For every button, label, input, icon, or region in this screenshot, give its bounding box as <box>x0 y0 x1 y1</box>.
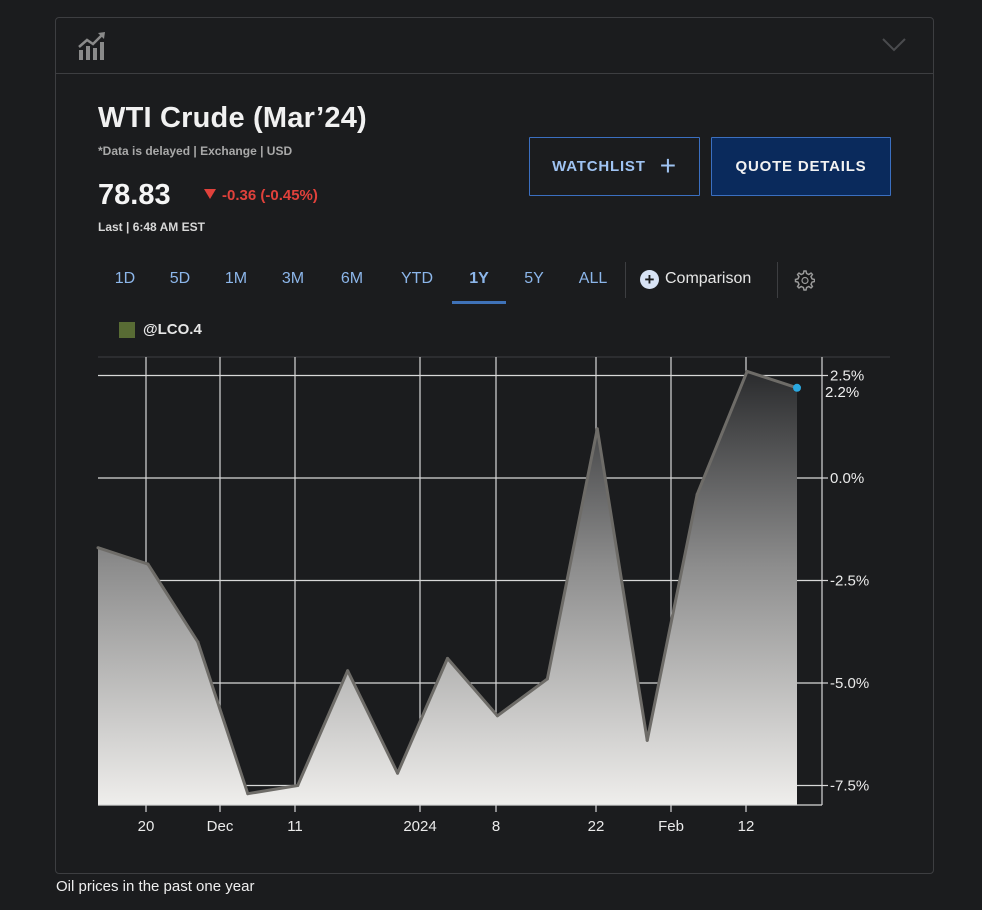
quote-details-button-label: QUOTE DETAILS <box>735 158 867 175</box>
chevron-down-icon[interactable] <box>882 38 906 52</box>
tab-1d[interactable]: 1D <box>114 270 136 287</box>
comparison-label: Comparison <box>665 270 752 287</box>
chart-legend: @LCO.4 <box>119 321 202 338</box>
tab-all[interactable]: ALL <box>578 270 608 287</box>
legend-swatch <box>119 321 135 338</box>
watchlist-button-label: WATCHLIST <box>552 158 646 175</box>
legend-label: @LCO.4 <box>143 321 202 338</box>
watchlist-button[interactable]: WATCHLIST + <box>529 137 700 196</box>
tab-ytd[interactable]: YTD <box>401 270 433 287</box>
instrument-title: WTI Crude (Mar’24) <box>98 102 367 134</box>
comparison-button[interactable]: + Comparison <box>640 268 751 290</box>
down-arrow-icon <box>204 189 216 199</box>
chart-caption: Oil prices in the past one year <box>56 878 255 895</box>
plus-icon: + <box>659 149 677 181</box>
quote-card: WTI Crude (Mar’24) *Data is delayed | Ex… <box>55 17 934 874</box>
price-change-value: -0.36 (-0.45%) <box>222 187 318 204</box>
quote-details-button[interactable]: QUOTE DETAILS <box>711 137 891 196</box>
add-circle-icon: + <box>640 269 659 289</box>
tab-divider <box>625 262 626 298</box>
card-header <box>56 18 933 74</box>
tab-divider <box>777 262 778 298</box>
tab-5d[interactable]: 5D <box>169 270 191 287</box>
last-update-time: Last | 6:48 AM EST <box>98 220 205 234</box>
tab-1y[interactable]: 1Y <box>452 258 506 304</box>
price-change: -0.36 (-0.45%) <box>204 187 318 204</box>
tab-1m[interactable]: 1M <box>224 270 248 287</box>
tab-3m[interactable]: 3M <box>281 270 305 287</box>
line-chart-icon <box>78 32 105 60</box>
tab-6m[interactable]: 6M <box>340 270 364 287</box>
data-delay-note: *Data is delayed | Exchange | USD <box>98 144 293 158</box>
tab-5y[interactable]: 5Y <box>524 270 544 287</box>
last-price: 78.83 <box>98 179 171 211</box>
gear-icon[interactable] <box>793 269 815 291</box>
